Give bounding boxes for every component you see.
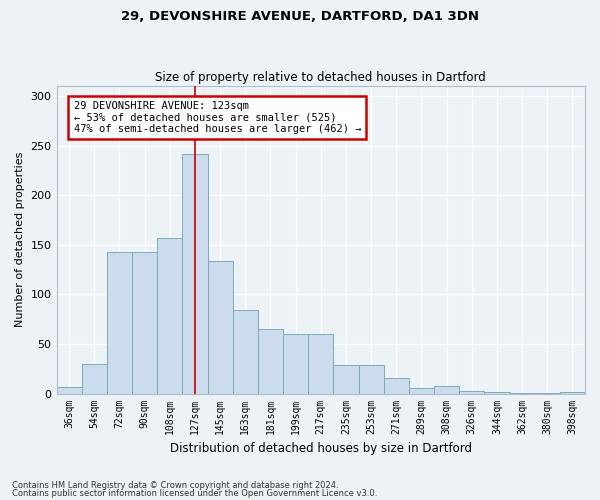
Bar [383, 378, 409, 394]
Text: Contains HM Land Registry data © Crown copyright and database right 2024.: Contains HM Land Registry data © Crown c… [12, 481, 338, 490]
Bar [484, 392, 509, 394]
Bar [107, 252, 132, 394]
Bar [535, 392, 560, 394]
Bar [560, 392, 585, 394]
Bar [283, 334, 308, 394]
Bar [157, 238, 182, 394]
Bar [359, 365, 383, 394]
Text: 29, DEVONSHIRE AVENUE, DARTFORD, DA1 3DN: 29, DEVONSHIRE AVENUE, DARTFORD, DA1 3DN [121, 10, 479, 23]
Bar [132, 252, 157, 394]
Title: Size of property relative to detached houses in Dartford: Size of property relative to detached ho… [155, 70, 486, 84]
Bar [409, 388, 434, 394]
Bar [208, 260, 233, 394]
Bar [233, 310, 258, 394]
Bar [82, 364, 107, 394]
Y-axis label: Number of detached properties: Number of detached properties [15, 152, 25, 328]
Text: 29 DEVONSHIRE AVENUE: 123sqm
← 53% of detached houses are smaller (525)
47% of s: 29 DEVONSHIRE AVENUE: 123sqm ← 53% of de… [74, 101, 361, 134]
Bar [308, 334, 334, 394]
Bar [434, 386, 459, 394]
Bar [459, 390, 484, 394]
X-axis label: Distribution of detached houses by size in Dartford: Distribution of detached houses by size … [170, 442, 472, 455]
Bar [509, 392, 535, 394]
Text: Contains public sector information licensed under the Open Government Licence v3: Contains public sector information licen… [12, 488, 377, 498]
Bar [258, 329, 283, 394]
Bar [182, 154, 208, 394]
Bar [56, 386, 82, 394]
Bar [334, 365, 359, 394]
